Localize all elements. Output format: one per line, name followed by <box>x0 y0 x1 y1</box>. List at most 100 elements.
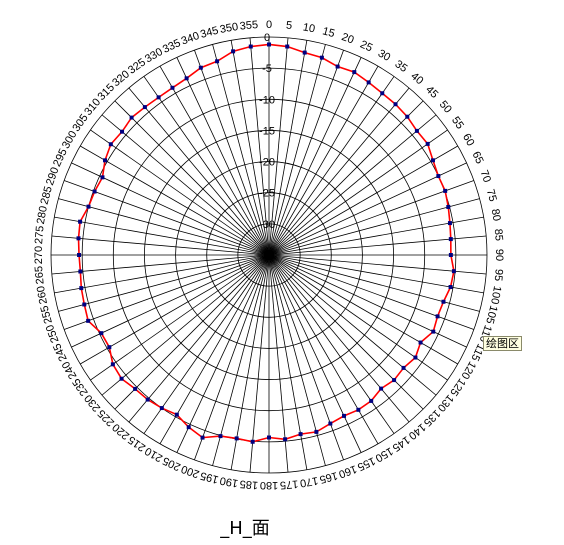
grid-spoke <box>268 254 437 396</box>
data-point <box>133 386 138 391</box>
grid-spoke <box>268 235 487 256</box>
grid-spoke <box>71 254 270 348</box>
data-point <box>218 434 223 439</box>
data-point <box>103 158 108 163</box>
angle-tick-label: 50 <box>437 99 454 116</box>
grid-spoke <box>268 129 448 256</box>
angle-tick-label: 290 <box>44 166 62 187</box>
data-point <box>435 314 440 319</box>
data-point <box>441 299 446 304</box>
data-point <box>145 397 150 402</box>
radial-tick-label: -5 <box>262 63 272 75</box>
grid-spoke <box>268 66 379 256</box>
angle-tick-label: 10 <box>302 21 316 35</box>
grid-spoke <box>51 254 270 275</box>
grid-spoke <box>268 57 362 256</box>
grid-spoke <box>176 254 270 453</box>
grid-spoke <box>268 198 480 256</box>
grid-spoke <box>268 162 467 256</box>
grid-spoke <box>64 254 270 330</box>
angle-tick-label: 180 <box>260 479 278 491</box>
radial-tick-label: -30 <box>259 219 275 231</box>
angle-tick-label: 200 <box>180 462 201 480</box>
data-point <box>159 406 164 411</box>
grid-spoke <box>268 114 437 256</box>
angle-tick-label: 60 <box>460 132 477 149</box>
data-point <box>447 221 452 226</box>
grid-spoke <box>101 254 270 396</box>
grid-spoke <box>212 44 270 256</box>
data-point <box>302 50 307 55</box>
data-point <box>86 204 91 209</box>
angle-tick-label: 240 <box>60 359 80 381</box>
data-point <box>129 115 134 120</box>
data-point <box>108 142 113 147</box>
grid-spoke <box>176 57 270 256</box>
data-point <box>283 437 288 442</box>
grid-spoke <box>268 254 458 365</box>
data-point <box>352 70 357 75</box>
data-point <box>99 331 104 336</box>
data-point <box>430 158 435 163</box>
angle-tick-label: 15 <box>321 25 336 40</box>
grid-spoke <box>212 254 270 466</box>
angle-tick-label: 155 <box>355 454 377 473</box>
data-point <box>392 378 397 383</box>
data-point <box>78 269 83 274</box>
grid-spoke <box>230 40 270 256</box>
data-point <box>234 436 239 441</box>
grid-spoke <box>51 235 270 256</box>
data-point <box>78 219 83 224</box>
grid-spoke <box>128 87 270 256</box>
grid-spoke <box>268 37 289 256</box>
angle-tick-label: 35 <box>393 58 410 75</box>
data-point <box>298 432 303 437</box>
angle-tick-label: 0 <box>266 19 272 31</box>
angle-tick-label: 20 <box>340 31 356 46</box>
grid-spoke <box>268 76 395 256</box>
data-point <box>369 398 374 403</box>
angle-tick-label: 355 <box>239 19 258 33</box>
data-point <box>119 376 124 381</box>
angle-tick-label: 250 <box>44 323 62 344</box>
grid-spoke <box>159 66 270 256</box>
grid-spoke <box>230 254 270 470</box>
data-point <box>267 42 271 47</box>
angle-tick-label: 260 <box>35 285 50 305</box>
angle-tick-label: 90 <box>493 249 505 261</box>
data-point <box>200 435 205 440</box>
data-point <box>380 91 385 96</box>
data-point <box>401 365 406 370</box>
grid-spoke <box>128 254 270 423</box>
grid-spoke <box>268 254 474 330</box>
grid-spoke <box>54 254 270 294</box>
data-point <box>413 355 418 360</box>
data-point <box>356 407 361 412</box>
data-point <box>335 64 340 69</box>
data-point <box>110 362 115 367</box>
data-point <box>267 435 271 440</box>
data-point <box>431 329 436 334</box>
angle-tick-label: 175 <box>279 477 298 491</box>
data-point <box>186 425 191 430</box>
angle-tick-label: 205 <box>161 454 183 473</box>
data-point <box>436 174 441 179</box>
data-point <box>215 59 220 64</box>
radial-tick-label: -25 <box>259 188 275 200</box>
data-point <box>448 253 453 257</box>
data-point <box>418 340 423 345</box>
data-point <box>446 204 451 209</box>
angle-tick-label: 255 <box>39 304 55 325</box>
grid-spoke <box>268 145 458 256</box>
grid-spoke <box>268 254 448 381</box>
data-point <box>79 286 84 291</box>
data-point <box>405 114 410 119</box>
data-point <box>443 188 448 193</box>
angle-tick-label: 340 <box>180 30 201 48</box>
data-point <box>319 55 324 60</box>
data-point <box>76 236 81 241</box>
angle-tick-label: 195 <box>199 469 220 485</box>
angle-tick-label: 80 <box>489 208 503 222</box>
data-point <box>285 44 290 49</box>
data-point <box>170 85 175 90</box>
